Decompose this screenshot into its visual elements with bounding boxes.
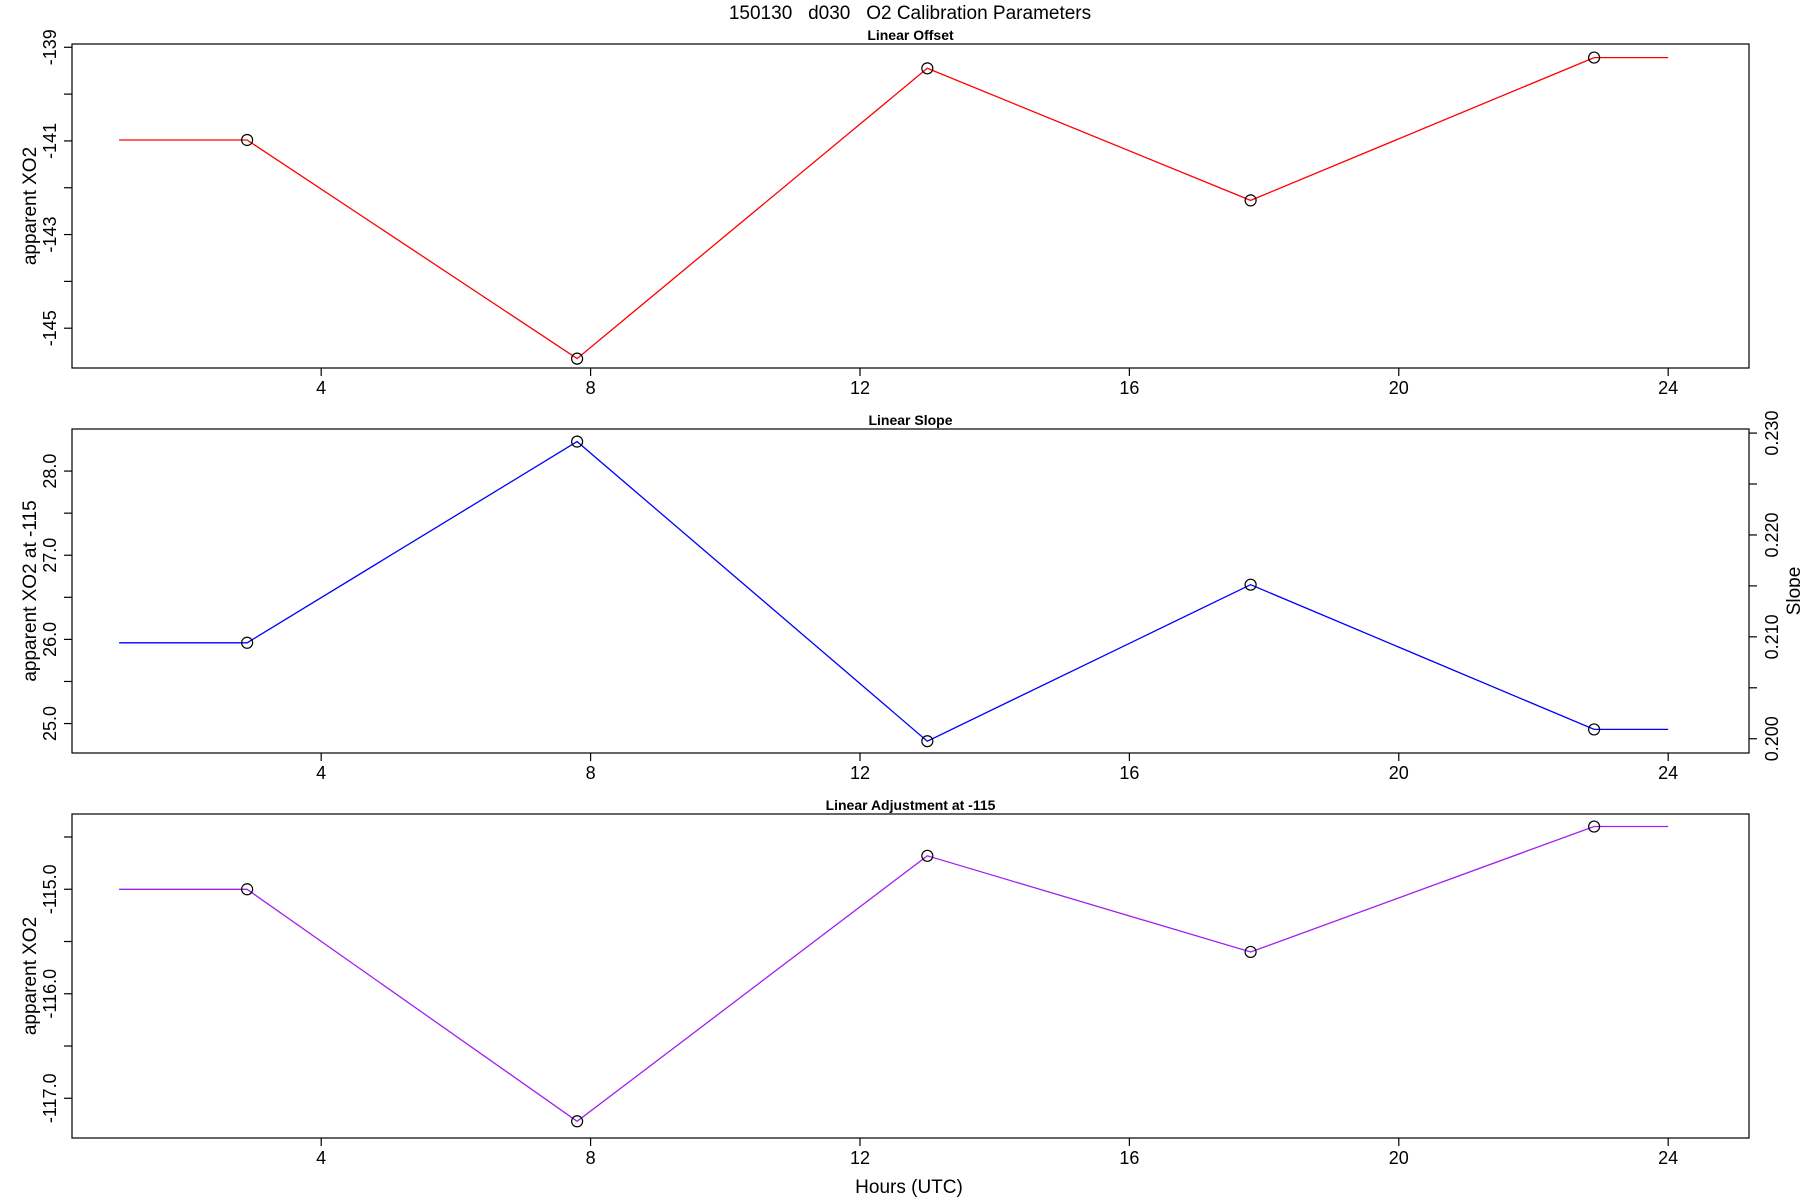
data-point — [1587, 51, 1601, 64]
x-tick-label: 20 — [1389, 763, 1409, 783]
x-tick-label: 12 — [850, 1148, 870, 1168]
data-point — [571, 435, 584, 448]
series-line — [119, 56, 1669, 360]
data-point — [1587, 723, 1601, 736]
panel-3: Linear Adjustment at -115 4 8 12 16 20 24 -117.… — [20, 797, 1750, 1168]
y-tick-label: -116.0 — [40, 969, 60, 1019]
y-axis-label: apparent XO2 — [20, 917, 41, 1035]
series-line — [119, 440, 1669, 742]
y-tick-label: 27.0 — [40, 538, 60, 573]
right-y-tick-label: 0.210 — [1762, 614, 1782, 659]
y-tick-label: -115.0 — [40, 864, 60, 914]
x-tick-label: 4 — [316, 1148, 326, 1168]
data-point — [1587, 820, 1601, 833]
x-tick-label: 16 — [1119, 763, 1139, 783]
y-tick-label: -139 — [40, 29, 60, 65]
y-tick-label: 25.0 — [40, 706, 60, 741]
data-point — [241, 133, 254, 147]
x-tick-label: 8 — [586, 1148, 596, 1168]
data-point — [241, 883, 254, 896]
x-tick-label: 4 — [316, 378, 326, 398]
data-point — [571, 352, 584, 365]
right-y-tick-label: 0.220 — [1762, 512, 1782, 557]
y-tick-label: 28.0 — [40, 454, 60, 489]
x-tick-label: 20 — [1389, 378, 1409, 398]
right-y-tick-label: 0.200 — [1762, 716, 1782, 761]
data-point — [921, 849, 934, 862]
x-tick-label: 16 — [1119, 1148, 1139, 1168]
x-axis-label: Hours (UTC) — [855, 1177, 963, 1198]
y-tick-label: -143 — [40, 217, 60, 253]
right-y-tick-label: 0.230 — [1762, 411, 1782, 456]
y-tick-label: 26.0 — [40, 622, 60, 657]
x-tick-label: 8 — [586, 763, 596, 783]
x-tick-label: 24 — [1658, 763, 1678, 783]
data-point — [571, 1115, 584, 1128]
x-tick-label: 20 — [1389, 1148, 1409, 1168]
main-title: 150130 d030 O2 Calibration Parameters — [729, 3, 1091, 24]
data-point — [1244, 945, 1257, 959]
data-point — [1244, 578, 1257, 591]
x-tick-label: 24 — [1658, 378, 1678, 398]
panel-title: Linear Slope — [868, 412, 952, 428]
plot-frame — [71, 43, 1750, 369]
y-tick-label: -117.0 — [40, 1073, 60, 1123]
panel-title: Linear Adjustment at -115 — [826, 797, 996, 813]
x-tick-label: 12 — [850, 763, 870, 783]
data-point — [921, 62, 934, 75]
panels-layer: Linear Offset 4 8 12 16 20 24 -145 -143 -141 -139 a… — [20, 27, 1800, 1168]
data-point — [921, 735, 934, 748]
y-axis-label: apparent XO2 — [20, 147, 41, 265]
x-tick-label: 16 — [1119, 378, 1139, 398]
panel-2: Linear Slope 4 8 12 16 20 24 25.0 26.0 27.0 28.0 ap… — [20, 411, 1800, 783]
panel-title: Linear Offset — [867, 27, 954, 43]
x-tick-label: 24 — [1658, 1148, 1678, 1168]
y-tick-label: -145 — [40, 310, 60, 346]
x-tick-label: 8 — [586, 378, 596, 398]
y-axis-label: apparent XO2 at -115 — [20, 500, 41, 681]
data-point — [241, 636, 254, 649]
plot-frame — [71, 813, 1750, 1139]
right-y-axis-label: Slope — [1784, 567, 1800, 616]
y-tick-label: -141 — [40, 123, 60, 159]
data-point — [1244, 194, 1257, 207]
x-tick-label: 4 — [316, 763, 326, 783]
panel-1: Linear Offset 4 8 12 16 20 24 -145 -143 -141 -139 a… — [20, 27, 1750, 398]
plot-frame — [71, 428, 1750, 754]
x-tick-label: 12 — [850, 378, 870, 398]
series-line — [119, 825, 1669, 1123]
